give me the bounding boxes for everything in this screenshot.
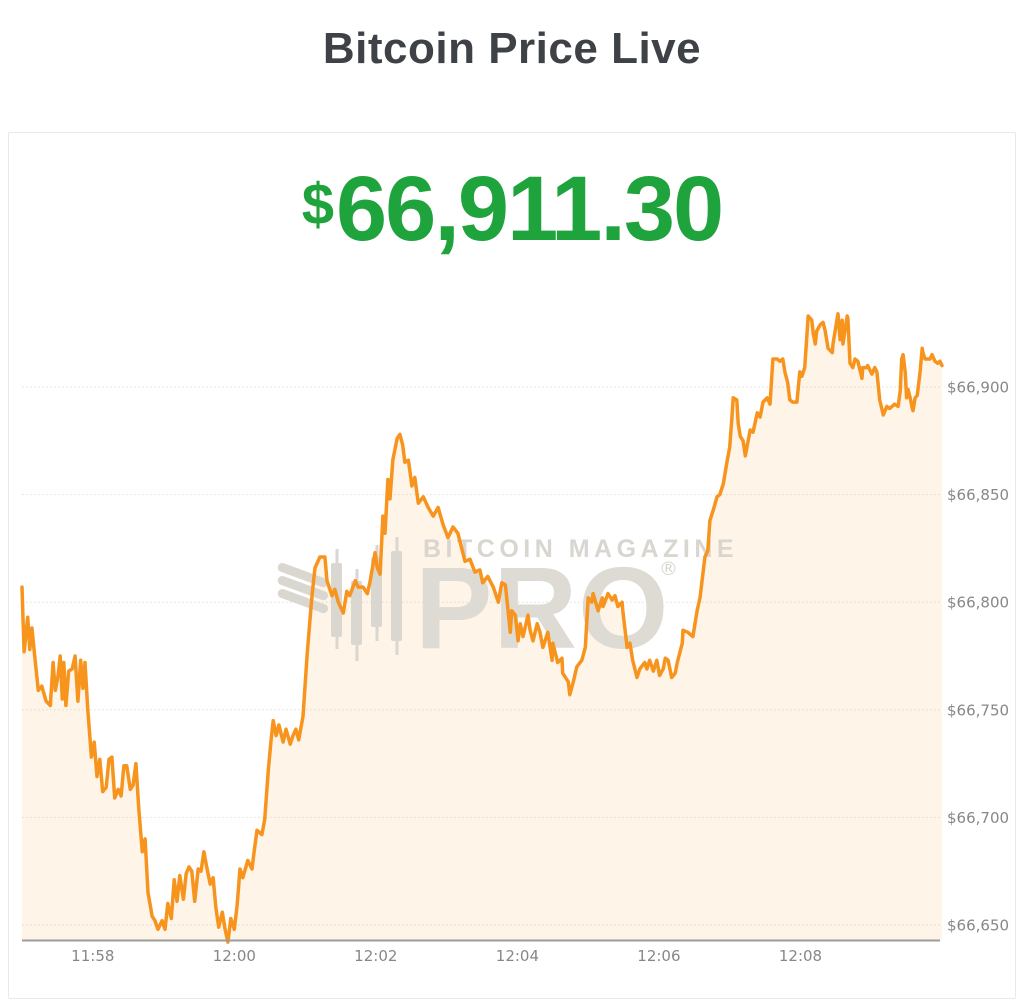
price-line: [20, 312, 944, 944]
currency-symbol: $: [301, 172, 335, 237]
x-axis-label: 12:06: [637, 947, 680, 965]
price-value: 66,911.30: [336, 158, 724, 260]
y-axis-label: $66,750: [947, 701, 1009, 719]
y-axis-label: $66,700: [947, 809, 1009, 827]
x-axis-label: 12:00: [213, 947, 256, 965]
registered-mark-icon: ®: [659, 558, 678, 580]
y-axis-label: $66,900: [947, 379, 1009, 397]
x-axis-label: 11:58: [71, 947, 114, 965]
y-axis-label: $66,650: [947, 917, 1009, 935]
watermark-text-line2: PRO: [415, 543, 669, 673]
live-price: $66,911.30: [9, 161, 1015, 284]
y-axis-label: $66,850: [947, 486, 1009, 504]
page-title: Bitcoin Price Live: [322, 24, 702, 73]
x-axis-label: 12:04: [496, 947, 539, 965]
watermark: BITCOIN MAGAZINE PRO ®: [277, 535, 738, 673]
x-axis-label: 12:02: [354, 947, 397, 965]
price-chart[interactable]: BITCOIN MAGAZINE PRO ® $66,650$66,700$66…: [9, 133, 1015, 998]
watermark-text-line1: BITCOIN MAGAZINE: [423, 535, 738, 563]
x-axis-label: 12:08: [779, 947, 822, 965]
chart-card: $66,911.30 BITCOIN MAGAZINE PRO ® $66,65…: [8, 132, 1016, 999]
y-axis-label: $66,800: [947, 594, 1009, 612]
price-area-fill: [22, 313, 942, 943]
